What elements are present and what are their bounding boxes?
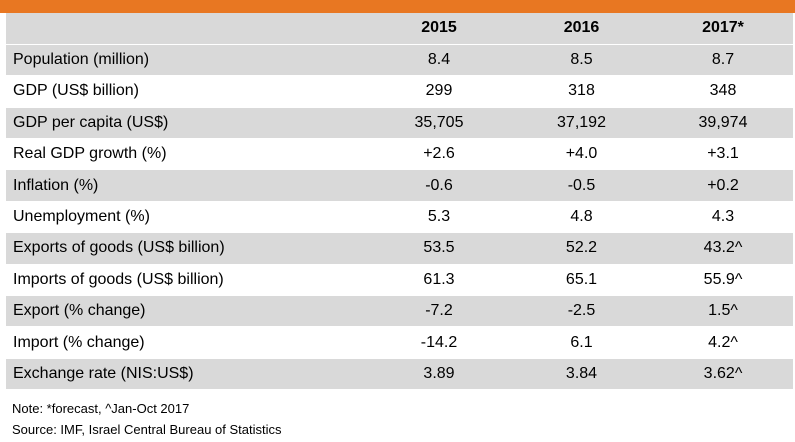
table-header-row: 2015 2016 2017*	[6, 13, 793, 45]
cell-2016: 8.5	[510, 44, 653, 77]
cell-2016: 37,192	[510, 107, 653, 140]
row-label: Unemployment (%)	[6, 201, 368, 234]
table-row: GDP per capita (US$) 35,705 37,192 39,97…	[6, 107, 793, 140]
row-label: Population (million)	[6, 44, 368, 77]
cell-2017: 43.2^	[653, 232, 793, 265]
economic-indicators-table: 2015 2016 2017* Population (million) 8.4…	[6, 13, 793, 391]
cell-2015: 35,705	[368, 107, 510, 140]
cell-2016: +4.0	[510, 138, 653, 171]
row-label: Real GDP growth (%)	[6, 138, 368, 171]
cell-2015: -0.6	[368, 169, 510, 202]
table-row: Real GDP growth (%) +2.6 +4.0 +3.1	[6, 138, 793, 171]
cell-2017: +0.2	[653, 169, 793, 202]
cell-2017: 3.62^	[653, 358, 793, 391]
row-label: Exchange rate (NIS:US$)	[6, 358, 368, 391]
cell-2015: 299	[368, 75, 510, 108]
row-label: Imports of goods (US$ billion)	[6, 264, 368, 297]
header-2016: 2016	[510, 13, 653, 45]
row-label: Export (% change)	[6, 295, 368, 328]
cell-2017: 348	[653, 75, 793, 108]
source-note: Source: IMF, Israel Central Bureau of St…	[12, 422, 282, 437]
cell-2016: 3.84	[510, 358, 653, 391]
table-row: Export (% change) -7.2 -2.5 1.5^	[6, 295, 793, 328]
table-notes: Note: *forecast, ^Jan-Oct 2017 Source: I…	[12, 398, 282, 440]
table-row: Import (% change) -14.2 6.1 4.2^	[6, 326, 793, 359]
cell-2017: 1.5^	[653, 295, 793, 328]
cell-2016: -2.5	[510, 295, 653, 328]
row-label: GDP per capita (US$)	[6, 107, 368, 140]
table-row: Exports of goods (US$ billion) 53.5 52.2…	[6, 232, 793, 265]
cell-2015: -14.2	[368, 326, 510, 359]
cell-2015: 5.3	[368, 201, 510, 234]
row-label: Exports of goods (US$ billion)	[6, 232, 368, 265]
cell-2015: 8.4	[368, 44, 510, 77]
cell-2017: 39,974	[653, 107, 793, 140]
top-accent-bar	[0, 0, 795, 13]
cell-2017: 4.3	[653, 201, 793, 234]
table-row: Unemployment (%) 5.3 4.8 4.3	[6, 201, 793, 234]
cell-2015: 61.3	[368, 264, 510, 297]
table-row: Imports of goods (US$ billion) 61.3 65.1…	[6, 264, 793, 297]
cell-2015: +2.6	[368, 138, 510, 171]
cell-2016: 4.8	[510, 201, 653, 234]
cell-2016: 52.2	[510, 232, 653, 265]
table-row: Exchange rate (NIS:US$) 3.89 3.84 3.62^	[6, 358, 793, 391]
cell-2015: 53.5	[368, 232, 510, 265]
cell-2015: -7.2	[368, 295, 510, 328]
header-2015: 2015	[368, 13, 510, 45]
cell-2015: 3.89	[368, 358, 510, 391]
table-row: GDP (US$ billion) 299 318 348	[6, 75, 793, 108]
cell-2016: 65.1	[510, 264, 653, 297]
table-row: Population (million) 8.4 8.5 8.7	[6, 44, 793, 77]
cell-2016: 6.1	[510, 326, 653, 359]
cell-2017: 4.2^	[653, 326, 793, 359]
row-label: Inflation (%)	[6, 169, 368, 202]
cell-2016: -0.5	[510, 169, 653, 202]
table-row: Inflation (%) -0.6 -0.5 +0.2	[6, 169, 793, 202]
row-label: Import (% change)	[6, 326, 368, 359]
cell-2017: 8.7	[653, 44, 793, 77]
row-label: GDP (US$ billion)	[6, 75, 368, 108]
footnote: Note: *forecast, ^Jan-Oct 2017	[12, 401, 190, 416]
cell-2016: 318	[510, 75, 653, 108]
cell-2017: 55.9^	[653, 264, 793, 297]
cell-2017: +3.1	[653, 138, 793, 171]
header-2017: 2017*	[653, 13, 793, 45]
header-indicator	[6, 13, 368, 45]
